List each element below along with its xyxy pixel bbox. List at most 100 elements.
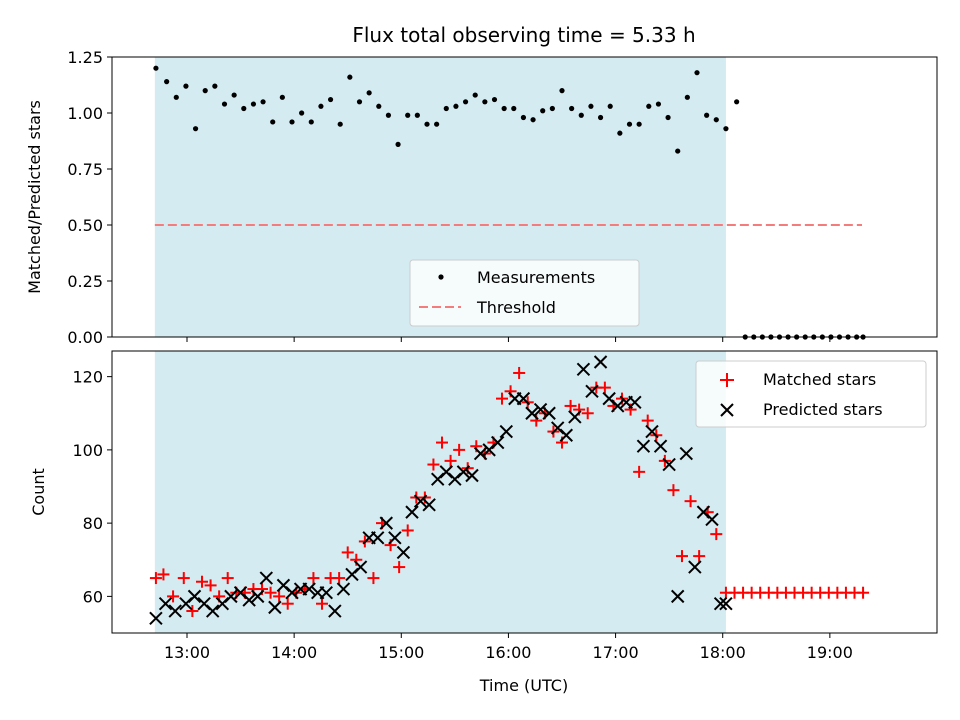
x-tick-label: 15:00 (378, 643, 424, 662)
measurement-point (356, 99, 363, 105)
predicted-star-point (336, 582, 351, 596)
predicted-star-point (251, 589, 265, 604)
measurement-point (734, 99, 740, 105)
measurement-point (173, 94, 179, 100)
predicted-star-point (636, 439, 651, 453)
predicted-star-point (679, 446, 693, 461)
measurement-point (491, 96, 498, 103)
x-tick-label: 18:00 (700, 643, 746, 662)
x-axis-label: Time (UTC) (479, 676, 568, 695)
measurement-point (376, 103, 382, 109)
matched-star-point (401, 524, 414, 537)
measurement-point (289, 119, 295, 125)
x-tick-label: 17:00 (593, 643, 639, 662)
measurement-point (549, 105, 555, 112)
measurement-point (704, 112, 710, 118)
bottom-axes-frame (111, 350, 938, 634)
measurement-point (183, 83, 189, 89)
measurement-point (270, 119, 276, 125)
matched-star-point (367, 572, 380, 585)
bottom-x-ticks: 13:00 14:00 15:00 16:00 17:00 18:00 19:00 (164, 633, 853, 662)
matched-star-point (676, 550, 688, 563)
top-y-tick-label: 1.00 (67, 104, 103, 123)
predicted-star-point (559, 428, 573, 442)
measurement-point (318, 103, 324, 109)
measurement-point (646, 103, 652, 109)
matched-star-point (427, 458, 440, 471)
measurement-point (655, 101, 662, 107)
predicted-star-point (491, 435, 505, 450)
predicted-star-point (224, 589, 238, 604)
bottom-y-tick-label: 100 (72, 441, 103, 460)
predicted-star-point (653, 439, 668, 453)
matched-star-point (684, 495, 697, 508)
measurement-point (713, 117, 719, 123)
measurement-point (569, 105, 575, 112)
measurement-point (472, 92, 478, 98)
matched-star-point (333, 572, 346, 585)
x-tick-label: 16:00 (485, 643, 531, 662)
predicted-star-point (379, 516, 393, 530)
measurement-point (153, 65, 159, 71)
predicted-star-point (542, 406, 556, 420)
legend-predicted-label: Predicted stars (763, 400, 883, 419)
matched-star-point (444, 454, 457, 467)
measurement-point (520, 114, 527, 121)
measurement-point (501, 105, 507, 112)
bottom-shaded-span (154, 351, 726, 633)
matched-star-point (633, 465, 646, 478)
measurement-point (405, 112, 411, 118)
predicted-star-point (713, 596, 728, 611)
measurement-point (684, 94, 690, 100)
measurement-point (212, 83, 218, 89)
bottom-y-tick-label: 80 (83, 514, 103, 533)
bottom-legend: Matched stars Predicted stars (695, 360, 927, 428)
top-panel: Flux total observing time = 5.33 h 0.000… (25, 23, 938, 347)
matched-star-point (496, 392, 508, 405)
predicted-star-point (576, 362, 591, 377)
predicted-star-point (413, 494, 428, 508)
measurement-point (626, 121, 633, 127)
matched-star-point (641, 414, 654, 427)
measurement-point (453, 103, 459, 109)
bottom-legend-box (695, 360, 927, 428)
measurement-point (434, 121, 440, 127)
predicted-star-point (168, 604, 182, 618)
matched-star-point (221, 572, 234, 585)
matched-star-point (513, 366, 526, 379)
matched-star-point (341, 546, 354, 559)
measurement-point (482, 99, 488, 105)
matched-star-point (177, 572, 190, 585)
top-y-ticks: 0.00 0.25 0.50 0.75 1.00 1.25 (67, 48, 112, 347)
measurement-point (723, 126, 729, 132)
measurement-point (443, 105, 449, 112)
x-tick-label: 13:00 (164, 643, 210, 662)
predicted-star-point (628, 395, 642, 409)
predicted-star-point (585, 384, 599, 398)
measurement-point (395, 141, 401, 147)
measurement-point (607, 103, 613, 109)
predicted-star-point (371, 531, 385, 545)
predicted-star-point (302, 582, 316, 596)
x-tick-label: 14:00 (271, 643, 317, 662)
matched-star-point (281, 597, 294, 610)
predicted-star-point (593, 355, 608, 369)
predicted-star-point (187, 589, 202, 604)
predicted-star-point (611, 399, 625, 413)
measurement-point (250, 101, 257, 107)
predicted-star-point (525, 406, 539, 420)
measurement-point (308, 119, 314, 125)
predicted-star-point (645, 424, 659, 439)
legend-matched-label: Matched stars (763, 370, 876, 389)
chart-title: Flux total observing time = 5.33 h (352, 23, 695, 47)
bottom-y-tick-label: 60 (83, 587, 103, 606)
legend-predicted-marker (720, 403, 734, 417)
predicted-star-point (242, 593, 256, 607)
matched-star-point (710, 528, 723, 541)
measurement-point (578, 112, 584, 118)
matched-star-point (316, 597, 328, 610)
legend-matched-marker (720, 373, 734, 387)
measurement-point (202, 88, 208, 94)
bottom-y-axis-label: Count (29, 468, 48, 516)
matched-star-point (393, 561, 406, 574)
